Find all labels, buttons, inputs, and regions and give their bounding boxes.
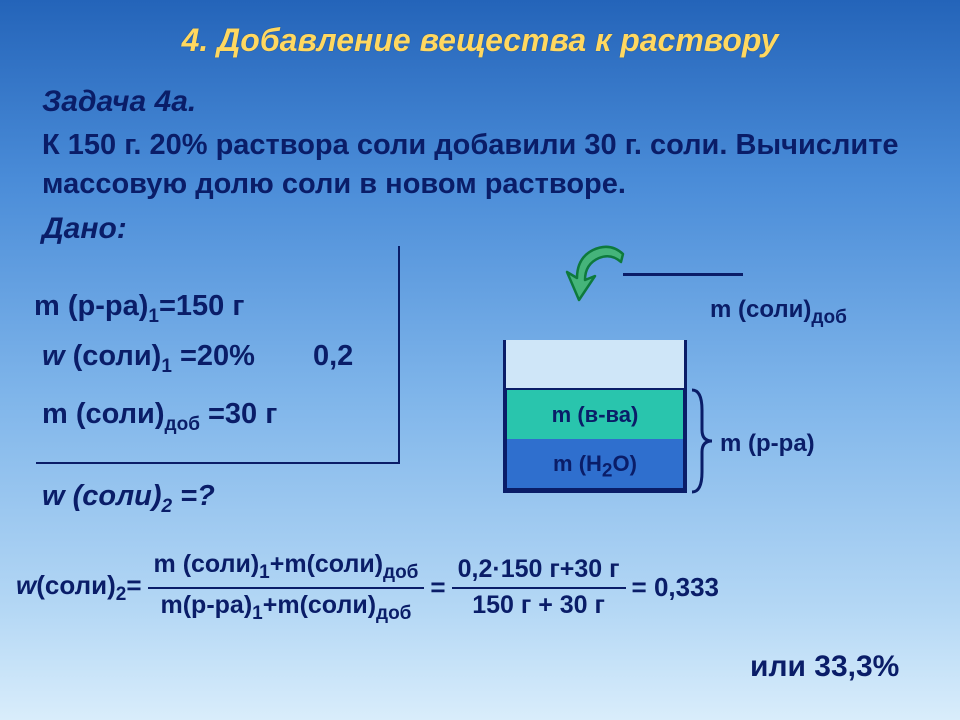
given-label: Дано: xyxy=(42,212,127,246)
formula-line: w(соли)2= m (соли)1+m(соли)доб m(р-ра)1+… xyxy=(16,548,946,628)
layer-water: m (H2O) xyxy=(505,439,685,490)
beaker-diagram: m (в-ва) m (H2O) xyxy=(503,340,687,493)
pour-arrow-icon xyxy=(555,242,640,312)
problem-label: Задача 4а. xyxy=(42,85,196,119)
formula-result: = 0,333 xyxy=(632,572,719,603)
divider-horizontal xyxy=(36,462,400,464)
fraction-denominator: m(р-ра)1+m(соли)доб xyxy=(155,589,418,628)
find-line: w (соли)2 =? xyxy=(42,480,215,518)
formula-fraction-numeric: 0,2·150 г+30 г 150 г + 30 г xyxy=(452,553,626,622)
slide-title: 4. Добавление вещества к раствору xyxy=(0,22,960,59)
given-mass-fraction: w (соли)1 =20% xyxy=(42,340,255,378)
layer-substance: m (в-ва) xyxy=(505,388,685,441)
formula-equals-1: = xyxy=(430,572,445,603)
formula-fraction-symbolic: m (соли)1+m(соли)доб m(р-ра)1+m(соли)доб xyxy=(148,548,425,628)
result-percent: или 33,3% xyxy=(750,650,899,684)
divider-vertical xyxy=(398,246,400,464)
fraction-numerator-num: 0,2·150 г+30 г xyxy=(452,553,626,587)
given-mass-added: m (соли)доб =30 г xyxy=(42,398,277,436)
label-salt-added: m (соли)доб xyxy=(710,296,847,329)
pour-surface-line xyxy=(623,273,743,276)
given-mass-fraction-decimal: 0,2 xyxy=(313,340,353,373)
fraction-numerator: m (соли)1+m(соли)доб xyxy=(148,548,425,587)
problem-text: К 150 г. 20% раствора соли добавили 30 г… xyxy=(42,126,922,204)
given-mass-solution: m (р-ра)1=150 г xyxy=(34,290,244,328)
brace-icon xyxy=(688,388,716,499)
formula-lhs: w(соли)2= xyxy=(16,570,142,606)
label-solution-mass: m (р-ра) xyxy=(720,430,815,458)
fraction-denominator-num: 150 г + 30 г xyxy=(466,589,611,623)
